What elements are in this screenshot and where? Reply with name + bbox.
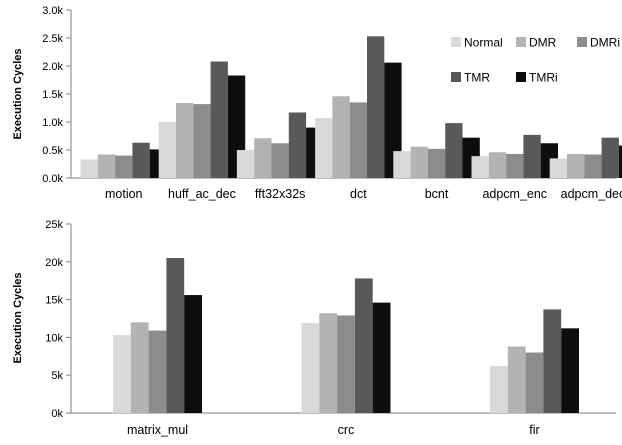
category-label: matrix_mul (127, 423, 188, 437)
legend-swatch-tmri (516, 72, 526, 82)
y-axis-label: Execution Cycles (12, 48, 24, 139)
y-axis-label: Execution Cycles (12, 272, 24, 363)
bar-tmr-huff-ac-dec (210, 61, 228, 178)
bar-tmr-dct (367, 36, 385, 178)
bar-dmr-crc (319, 313, 338, 413)
bar-dmr-bcnt (410, 146, 428, 178)
category-label: adpcm_dec (561, 187, 622, 201)
bar-dmr-adpcm-dec (567, 153, 585, 178)
bar-tmr-fft32x32s (288, 112, 307, 178)
bar-normal-matrix-mul (113, 335, 131, 413)
legend-label-tmri: TMRi (529, 71, 558, 85)
bar-normal-bcnt (393, 151, 411, 178)
category-label: huff_ac_dec (168, 187, 236, 201)
y-tick-label: 2.5k (42, 33, 63, 45)
bar-normal-fir (490, 366, 508, 413)
bar-normal-huff-ac-dec (158, 122, 176, 178)
bar-normal-adpcm-dec (549, 158, 567, 178)
bar-dmri-motion (115, 155, 133, 178)
bar-tmr-adpcm-enc (523, 134, 541, 178)
y-tick-label: 25k (45, 219, 63, 231)
bar-tmri-fir (561, 328, 579, 413)
bar-tmri-crc (372, 302, 391, 413)
y-tick-label: 10k (45, 332, 63, 344)
chart-panel-top: Execution Cycles 0.0k 0.5k 1.0k 1.5k 2.0k 2.5k… (12, 5, 622, 201)
y-tick-label: 1.5k (42, 89, 63, 101)
chart-legend: Normal DMR DMRi TMR TMRi (451, 36, 620, 85)
bar-dmr-huff-ac-dec (176, 102, 194, 178)
bar-normal-fft32x32s (236, 150, 255, 178)
y-tick-label: 2.0k (42, 61, 63, 73)
bar-normal-motion (80, 159, 98, 178)
bar-tmr-adpcm-dec (601, 137, 619, 178)
category-label: motion (105, 187, 143, 201)
bar-dmr-adpcm-enc (488, 152, 507, 178)
bar-dmri-matrix-mul (148, 330, 167, 413)
category-label: fft32x32s (255, 187, 306, 201)
bar-dmri-fir (525, 352, 544, 413)
category-label: fir (529, 423, 539, 437)
bar-dmri-huff-ac-dec (193, 104, 211, 178)
legend-label-normal: Normal (464, 36, 503, 50)
y-tick-label: 5k (51, 370, 63, 382)
bar-tmri-adpcm-dec (618, 145, 622, 178)
bar-dmri-fft32x32s (271, 143, 289, 178)
bar-dmri-adpcm-enc (506, 153, 524, 178)
bar-tmri-dct (384, 62, 402, 178)
legend-swatch-dmri (577, 37, 587, 47)
bar-dmri-crc (337, 315, 355, 413)
bar-dmr-dct (332, 96, 350, 178)
legend-swatch-normal (451, 37, 461, 47)
bar-dmr-fft32x32s (254, 138, 272, 178)
bar-tmr-crc (354, 278, 373, 413)
y-tick-label: 3.0k (42, 5, 63, 17)
category-label: crc (338, 423, 355, 437)
bar-normal-crc (301, 323, 320, 413)
y-tick-label: 1.0k (42, 117, 63, 129)
bar-tmr-matrix-mul (166, 258, 185, 413)
y-tick-label: 20k (45, 257, 63, 269)
bar-dmr-fir (507, 346, 526, 413)
bar-normal-dct (315, 118, 333, 178)
y-tick-label: 0.0k (42, 173, 63, 185)
legend-label-tmr: TMR (464, 71, 490, 85)
bar-tmri-matrix-mul (184, 295, 202, 413)
y-tick-label: 0.5k (42, 145, 63, 157)
bar-dmri-dct (349, 102, 367, 178)
legend-label-dmri: DMRi (590, 36, 620, 50)
category-label: dct (350, 187, 367, 201)
category-label: bcnt (425, 187, 449, 201)
legend-label-dmr: DMR (529, 36, 557, 50)
y-tick-label: 15k (45, 295, 63, 307)
bar-dmri-bcnt (427, 148, 446, 178)
bar-tmr-motion (132, 142, 150, 178)
bar-dmr-motion (97, 154, 116, 178)
legend-swatch-tmr (451, 72, 461, 82)
bar-dmr-matrix-mul (130, 322, 149, 413)
bar-dmri-adpcm-dec (584, 154, 602, 178)
bar-normal-adpcm-enc (471, 156, 489, 178)
bar-tmr-bcnt (445, 123, 463, 178)
bar-tmr-fir (543, 309, 562, 413)
chart-panel-bottom: Execution Cycles 0k 5k 10k 15k 20k 25k matrix_m… (12, 219, 616, 437)
legend-swatch-dmr (516, 37, 526, 47)
y-tick-label: 0k (51, 408, 63, 420)
category-label: adpcm_enc (482, 187, 547, 201)
